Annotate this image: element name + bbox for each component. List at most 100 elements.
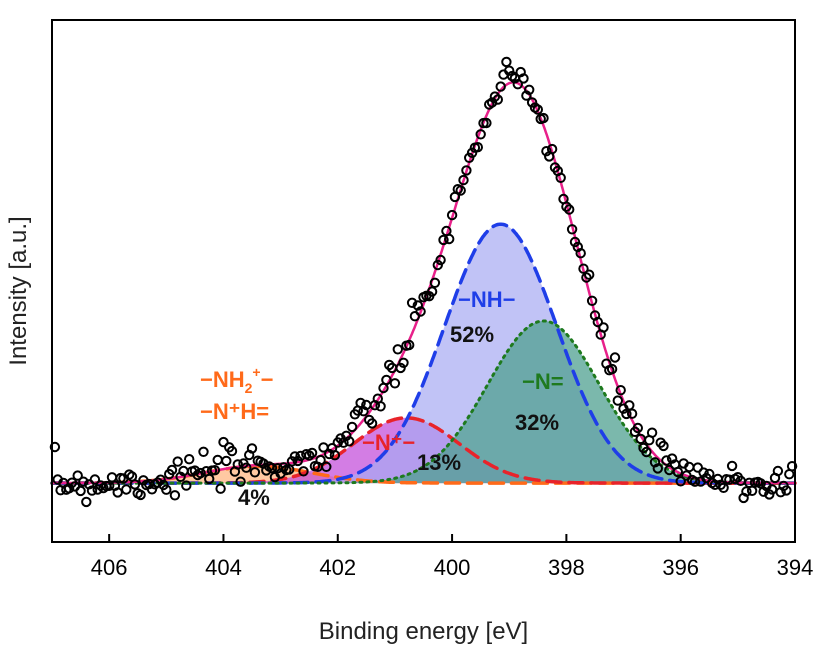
annotation-np: −N⁺− (362, 430, 415, 455)
data-point (415, 306, 426, 317)
data-point (512, 79, 523, 90)
data-point (566, 224, 578, 235)
data-point (404, 339, 415, 351)
data-point (249, 467, 261, 478)
data-point (221, 455, 232, 467)
x-tick-label: 398 (548, 555, 585, 580)
data-point (121, 484, 132, 495)
data-point (212, 454, 223, 466)
data-point (235, 476, 246, 487)
data-point (532, 104, 543, 115)
data-point (266, 462, 278, 474)
annotation-ndbl: −N= (522, 369, 564, 394)
data-point (606, 363, 618, 375)
data-point (81, 496, 92, 508)
data-point (489, 91, 501, 102)
data-point (455, 185, 466, 196)
data-point (741, 486, 752, 497)
data-point (278, 462, 289, 473)
data-point (395, 362, 406, 374)
data-point (661, 455, 672, 466)
x-tick-label: 394 (777, 555, 814, 580)
component-line-3 (50, 319, 797, 485)
data-point (766, 484, 778, 495)
data-point (481, 117, 492, 129)
data-point (444, 233, 455, 245)
x-axis-label: Binding energy [eV] (319, 618, 528, 645)
data-point (546, 143, 558, 155)
x-tick-label: 400 (434, 555, 471, 580)
data-point (692, 462, 703, 473)
data-point (641, 446, 652, 458)
data-point (592, 316, 603, 328)
data-point (169, 490, 181, 501)
data-point (689, 476, 701, 487)
data-point (472, 142, 483, 153)
data-point (541, 146, 552, 157)
data-point (215, 483, 226, 494)
plot-frame (51, 19, 796, 543)
x-axis-ticks: 406 404 402 400 398 396 394 (91, 534, 814, 580)
annotation-nph: −N⁺H= (200, 399, 269, 424)
data-point (75, 485, 86, 497)
x-tick-label: 404 (205, 555, 242, 580)
data-point (458, 174, 469, 186)
data-point (218, 436, 229, 448)
data-point (626, 408, 638, 419)
data-point (632, 422, 643, 434)
data-point (86, 485, 98, 496)
data-point (658, 440, 669, 452)
data-point (375, 401, 386, 412)
data-point (564, 204, 575, 215)
data-point (112, 487, 123, 498)
component-fills (52, 224, 795, 484)
data-point (315, 454, 326, 466)
data-point (298, 466, 309, 477)
data-point (78, 476, 89, 487)
measured-points (49, 56, 798, 508)
component-fill-2 (52, 224, 795, 484)
data-point (166, 464, 178, 476)
data-point (181, 480, 192, 491)
data-point (381, 374, 392, 386)
data-point (232, 459, 244, 470)
data-point (89, 474, 101, 485)
data-point (646, 427, 658, 438)
x-tick-label: 396 (662, 555, 699, 580)
data-point (575, 248, 586, 259)
data-point (504, 65, 515, 76)
data-point (106, 472, 118, 483)
data-point (675, 476, 686, 487)
data-point (561, 201, 572, 212)
data-point (241, 462, 252, 473)
data-point (538, 112, 549, 124)
data-point (346, 421, 358, 433)
data-point (672, 466, 683, 478)
data-point (366, 418, 378, 429)
data-point (341, 430, 352, 441)
data-point (72, 470, 83, 481)
data-point (521, 90, 532, 101)
data-point (621, 408, 632, 420)
data-point (486, 97, 498, 108)
data-point (495, 81, 506, 92)
data-point (475, 129, 486, 140)
peak-annotations: −NH2+− −N⁺H= 4% −N⁺−13% −NH− 52% −N= 32% (200, 287, 564, 510)
annotation-pct52: 52% (450, 322, 494, 347)
data-point (195, 467, 206, 479)
data-point (135, 489, 146, 501)
data-point (781, 485, 792, 496)
data-point (321, 461, 332, 472)
data-point (384, 359, 395, 371)
data-point (324, 448, 335, 460)
data-point (726, 460, 738, 472)
data-point (63, 483, 75, 494)
data-point (501, 56, 512, 68)
data-point (389, 378, 401, 389)
data-point (612, 395, 623, 406)
data-point (446, 209, 458, 221)
data-point (709, 479, 721, 490)
data-point (175, 471, 186, 482)
data-point (209, 465, 221, 476)
data-point (435, 254, 446, 266)
